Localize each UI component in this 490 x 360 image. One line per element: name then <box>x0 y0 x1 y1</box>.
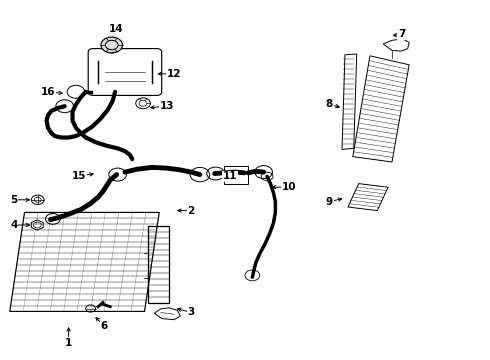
Text: 10: 10 <box>282 182 296 192</box>
Text: 9: 9 <box>326 197 333 207</box>
Text: 3: 3 <box>188 307 195 318</box>
Bar <box>224 166 248 184</box>
Text: 1: 1 <box>65 338 72 348</box>
Text: 4: 4 <box>10 220 18 230</box>
Text: 16: 16 <box>41 87 55 97</box>
Text: 13: 13 <box>159 101 174 111</box>
Text: 5: 5 <box>10 195 17 205</box>
Text: 8: 8 <box>326 99 333 109</box>
Text: 6: 6 <box>101 321 108 331</box>
Circle shape <box>101 37 122 53</box>
Bar <box>148 226 169 303</box>
Text: 15: 15 <box>72 171 87 181</box>
Text: 11: 11 <box>223 171 238 181</box>
Text: 7: 7 <box>398 29 406 39</box>
Text: 12: 12 <box>167 69 181 79</box>
Text: 2: 2 <box>188 206 195 216</box>
Text: 14: 14 <box>109 24 124 34</box>
